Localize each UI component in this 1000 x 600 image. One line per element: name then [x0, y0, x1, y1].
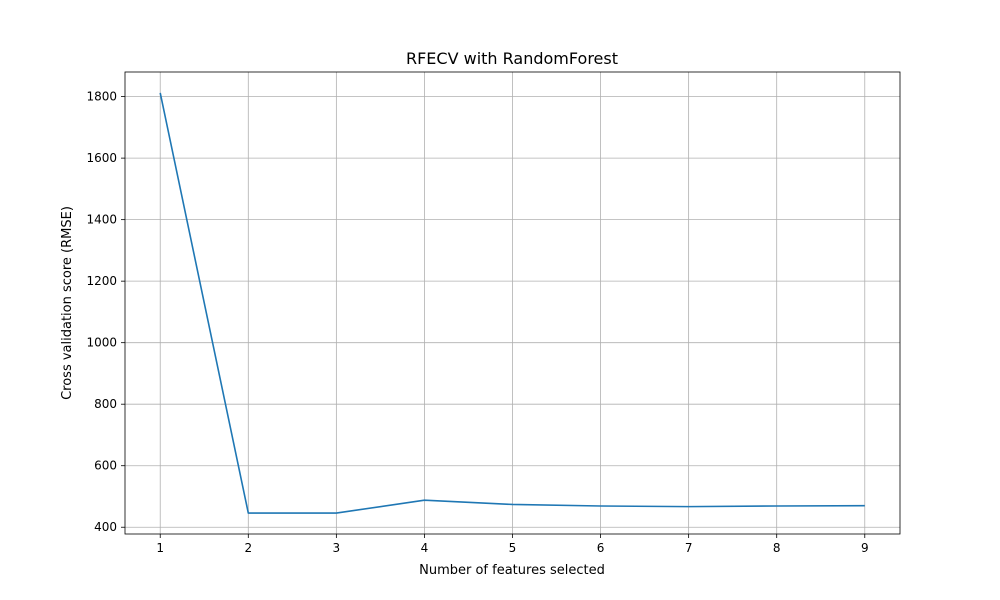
x-axis-label: Number of features selected [419, 563, 605, 578]
x-tick-label: 5 [509, 541, 517, 555]
x-tick-label: 4 [421, 541, 429, 555]
chart-title: RFECV with RandomForest [406, 49, 618, 68]
y-tick-label: 1000 [86, 336, 117, 350]
y-tick-label: 600 [94, 459, 117, 473]
y-tick-label: 1600 [86, 151, 117, 165]
x-tick-label: 9 [861, 541, 869, 555]
x-tick-label: 1 [156, 541, 164, 555]
y-tick-label: 1400 [86, 213, 117, 227]
y-tick-label: 400 [94, 520, 117, 534]
grid [125, 72, 900, 534]
x-tick-label: 2 [244, 541, 252, 555]
x-tick-label: 8 [773, 541, 781, 555]
ticks: 1 2 3 4 5 6 7 8 9 400 600 800 1000 1200 1400 1600 1800 [86, 90, 868, 555]
x-tick-label: 6 [597, 541, 605, 555]
y-tick-label: 800 [94, 397, 117, 411]
x-tick-label: 3 [333, 541, 341, 555]
y-tick-label: 1200 [86, 274, 117, 288]
y-tick-label: 1800 [86, 90, 117, 104]
x-tick-label: 7 [685, 541, 693, 555]
series-layer [159, 92, 865, 514]
y-axis-label: Cross validation score (RMSE) [60, 206, 75, 400]
